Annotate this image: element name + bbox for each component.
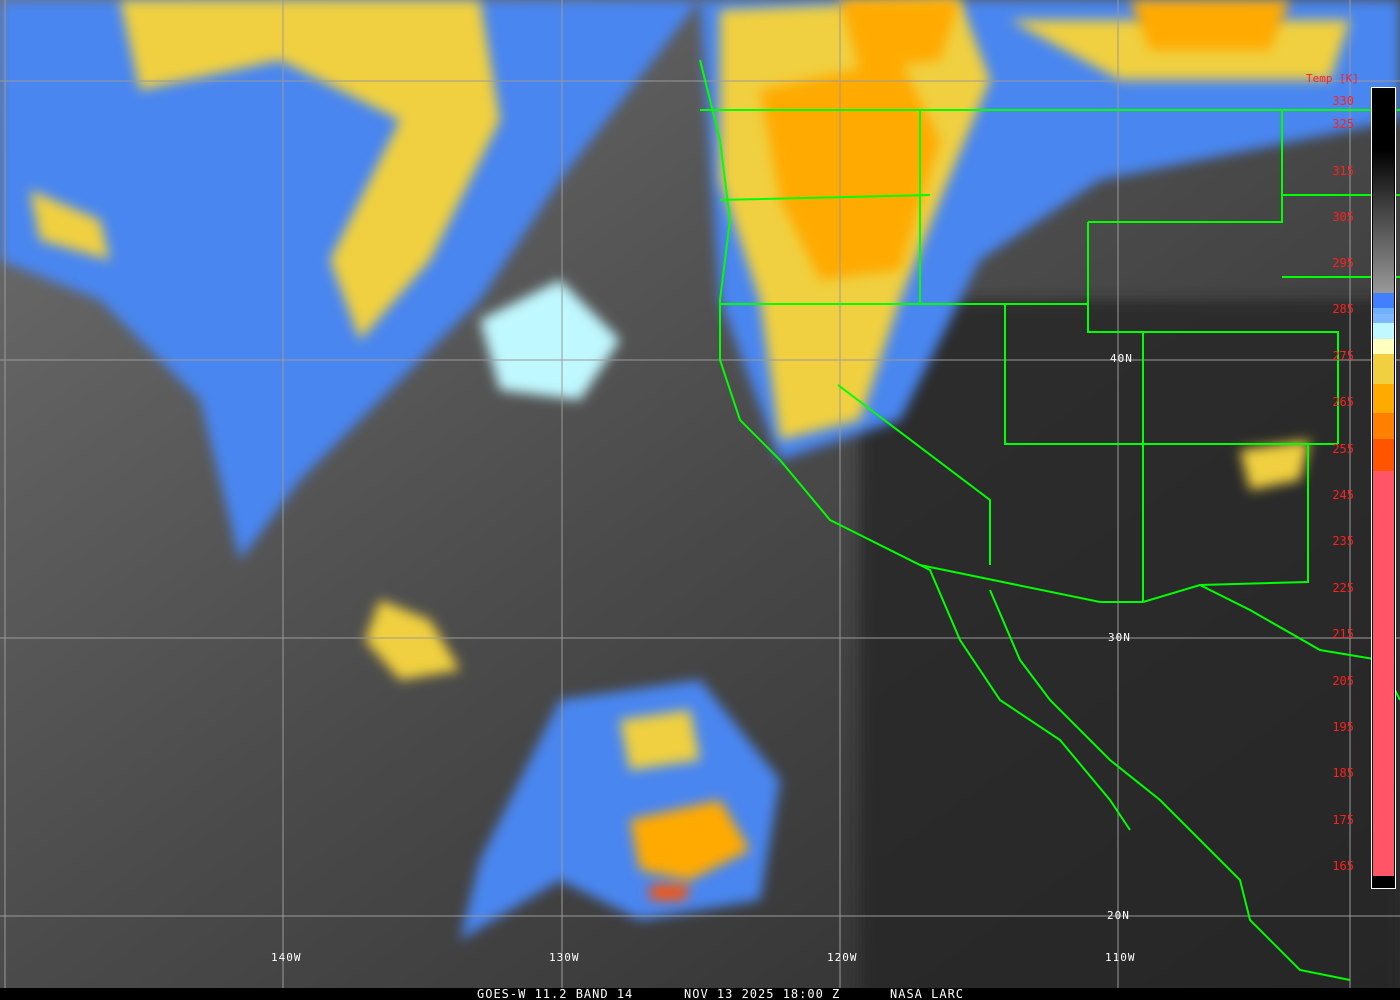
political-borders: [699, 59, 1400, 981]
temperature-colorbar: [1371, 87, 1396, 889]
colorbar-tick-label: 295: [1332, 256, 1354, 270]
cloud-orange: [630, 0, 1290, 900]
colorbar-tick-label: 235: [1332, 534, 1354, 548]
colorbar-tick-label: 215: [1332, 627, 1354, 641]
colorbar-tick-label: 195: [1332, 720, 1354, 734]
satellite-band: GOES-W 11.2 BAND 14: [477, 987, 634, 1000]
colorbar-tick-label: 325: [1332, 117, 1354, 131]
colorbar-tick-label: 305: [1332, 210, 1354, 224]
colorbar-tick-label: 315: [1332, 164, 1354, 178]
lat-label: 30N: [1108, 631, 1131, 644]
caption-bar: GOES-W 11.2 BAND 14 NOV 13 2025 18:00 Z …: [0, 988, 1400, 1000]
lat-label: 20N: [1107, 909, 1130, 922]
lon-label: 140W: [271, 951, 302, 964]
lon-label: 130W: [549, 951, 580, 964]
colorbar-tick-label: 245: [1332, 488, 1354, 502]
colorbar-tick-label: 225: [1332, 581, 1354, 595]
lon-label: 120W: [827, 951, 858, 964]
colorbar-tick-label: 165: [1332, 859, 1354, 873]
credit: NASA LARC: [890, 987, 965, 1000]
colorbar-tick-label: 255: [1332, 442, 1354, 456]
colorbar-tick-label: 285: [1332, 302, 1354, 316]
colorbar-tick-label: 175: [1332, 813, 1354, 827]
colorbar-tick-label: 205: [1332, 674, 1354, 688]
colorbar-tick-label: 185: [1332, 766, 1354, 780]
colorbar-tick-label: 275: [1332, 349, 1354, 363]
lat-label: 40N: [1110, 352, 1133, 365]
colorbar-tick-label: 265: [1332, 395, 1354, 409]
lon-label: 110W: [1105, 951, 1136, 964]
datetime: NOV 13 2025 18:00 Z: [684, 987, 841, 1000]
colorbar-title: Temp [K]: [1306, 72, 1359, 85]
colorbar-tick-label: 330: [1332, 94, 1354, 108]
